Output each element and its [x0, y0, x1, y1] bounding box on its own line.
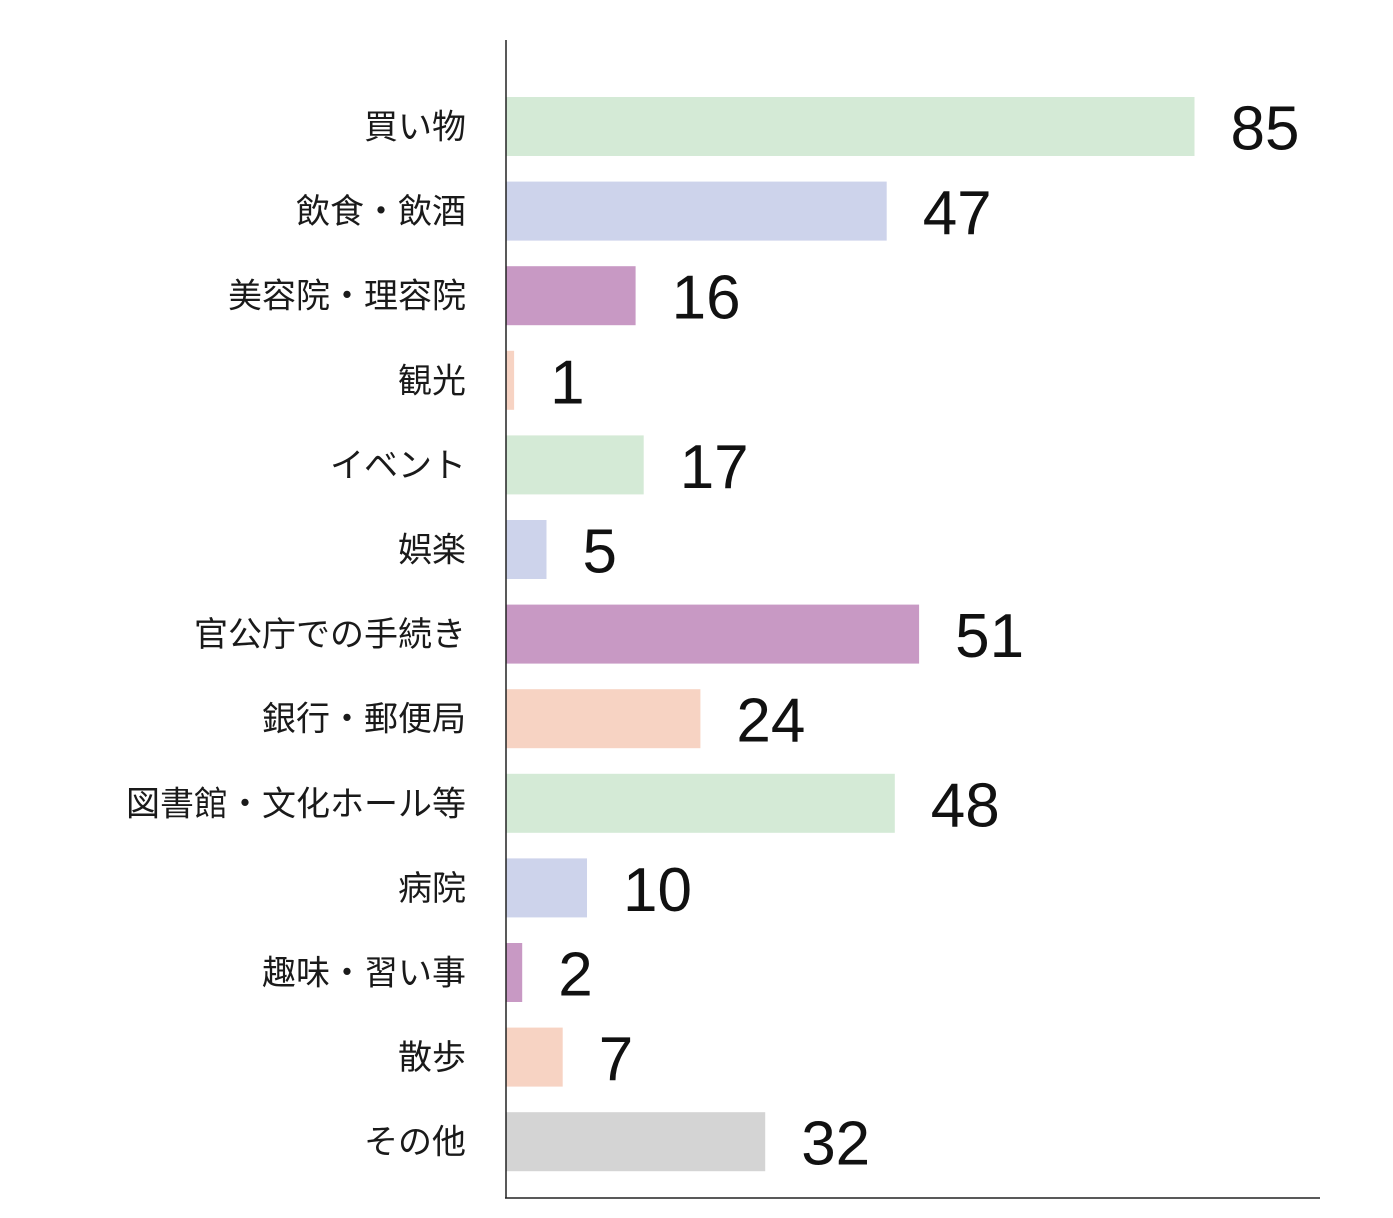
value-label: 1: [550, 348, 584, 417]
value-label: 7: [599, 1025, 633, 1094]
value-label: 47: [923, 179, 992, 248]
value-label: 2: [558, 941, 592, 1010]
bar: [506, 604, 920, 664]
value-label: 48: [931, 771, 1000, 840]
value-label: 51: [955, 602, 1024, 671]
value-label: 24: [736, 687, 805, 756]
category-label: 官公庁での手続き: [194, 615, 466, 655]
bar: [506, 943, 523, 1002]
category-label: 図書館・文化ホール等: [126, 784, 466, 824]
value-label: 16: [672, 264, 741, 333]
bar: [506, 1112, 766, 1172]
value-label: 85: [1231, 95, 1300, 164]
category-label: 病院: [398, 869, 466, 909]
bars-group: [506, 97, 1195, 1172]
category-label: 観光: [398, 361, 466, 401]
category-label: 美容院・理容院: [228, 277, 466, 317]
bar: [506, 181, 887, 241]
bar: [506, 858, 587, 918]
category-label: 趣味・習い事: [262, 954, 466, 994]
bar: [506, 689, 701, 749]
value-label: 17: [680, 433, 749, 502]
value-label: 10: [623, 856, 692, 925]
category-label: 散歩: [398, 1038, 466, 1078]
bar: [506, 266, 636, 326]
category-labels-group: 買い物飲食・飲酒美容院・理容院観光イベント娯楽官公庁での手続き銀行・郵便局図書館…: [126, 108, 466, 1163]
category-label: 娯楽: [398, 531, 466, 571]
bar: [506, 520, 547, 579]
category-label: 飲食・飲酒: [296, 192, 466, 232]
value-label: 32: [801, 1110, 870, 1179]
bar: [506, 350, 515, 410]
category-label: 買い物: [364, 108, 466, 148]
value-label: 5: [583, 518, 617, 587]
bar: [506, 97, 1195, 156]
bar: [506, 1027, 563, 1087]
bar: [506, 773, 895, 833]
bar: [506, 435, 644, 495]
category-label: 銀行・郵便局: [262, 700, 466, 740]
category-label: その他: [364, 1123, 466, 1163]
value-labels-group: 85 47 16 1 17 5 51 24 48 10 27 32: [550, 95, 1299, 1179]
category-label: イベント: [330, 446, 466, 486]
